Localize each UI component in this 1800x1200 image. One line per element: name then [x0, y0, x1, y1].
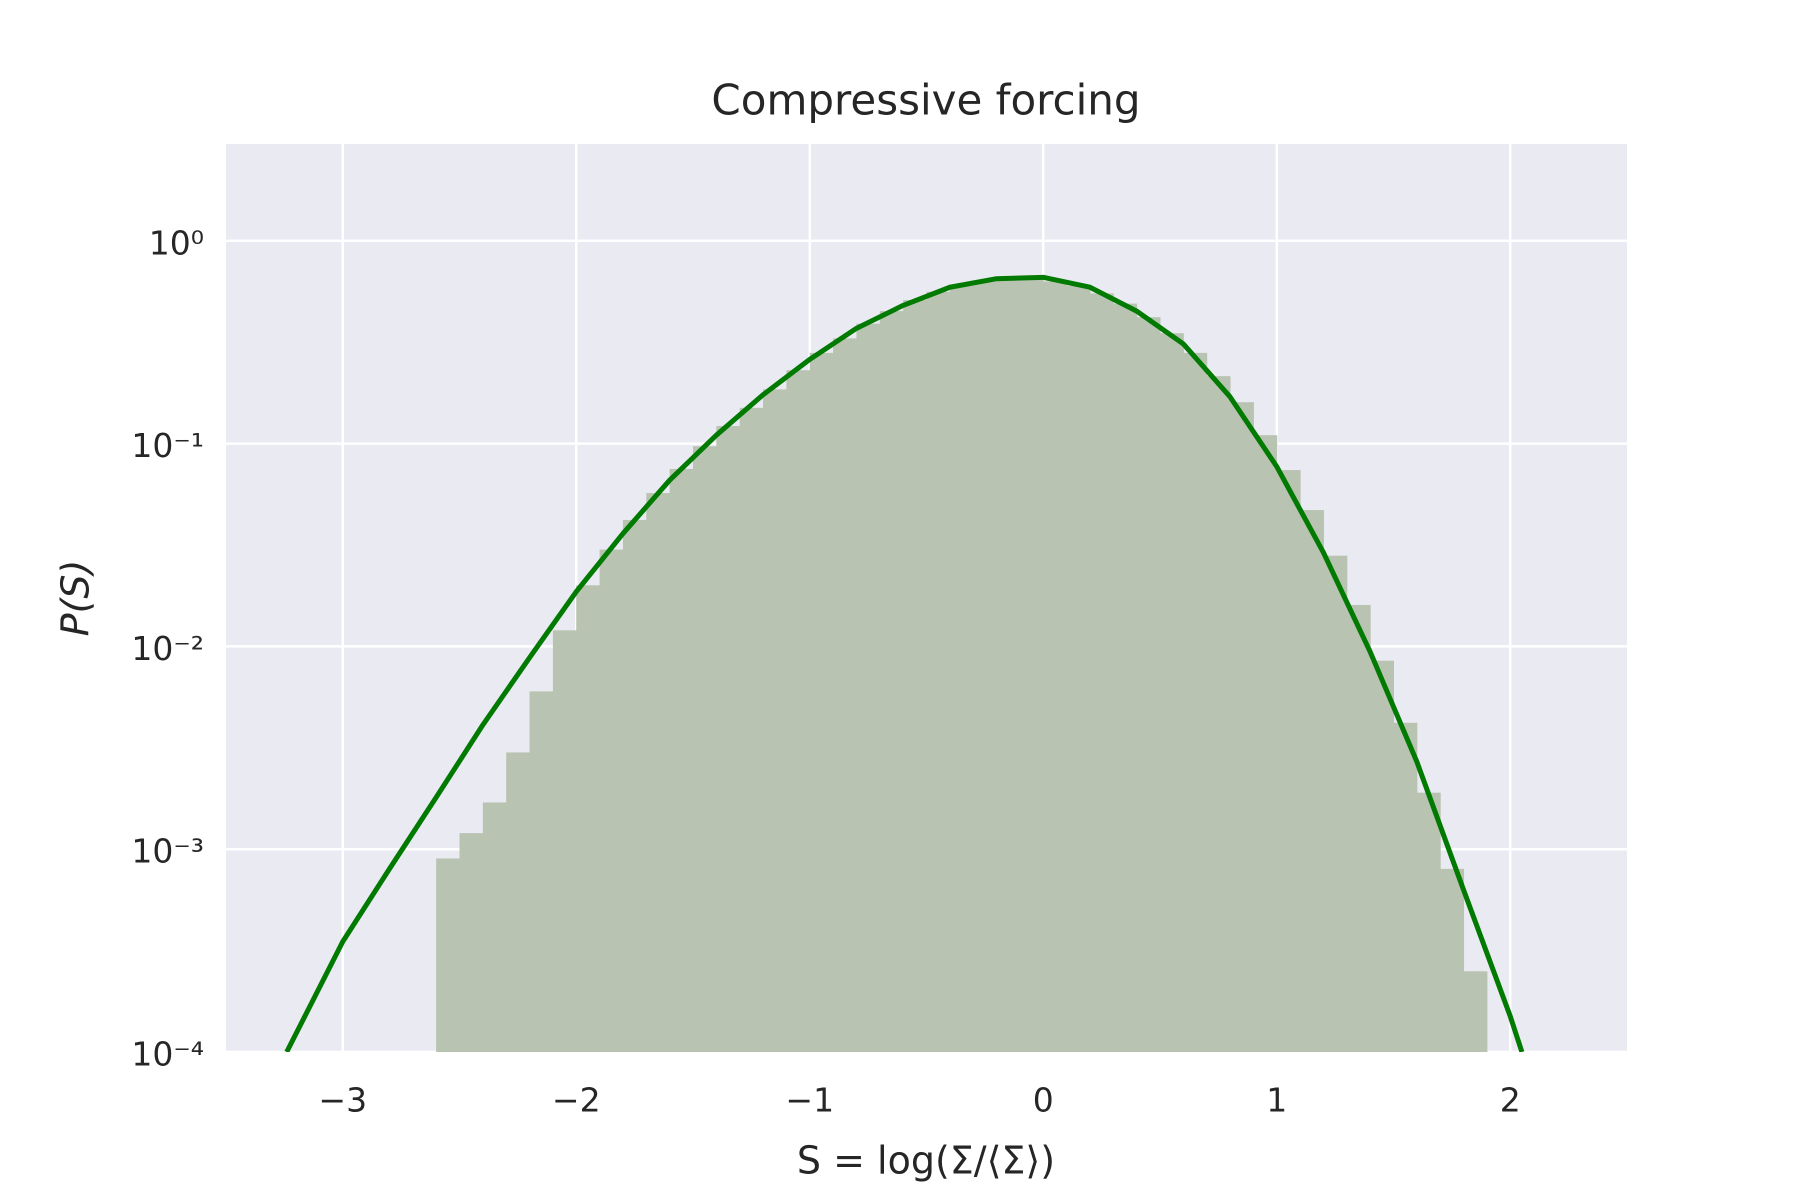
- histogram-bar: [973, 281, 998, 1052]
- histogram-bar: [903, 300, 927, 1052]
- histogram-bar: [1136, 317, 1161, 1052]
- histogram-bar: [1370, 660, 1394, 1052]
- histogram-bar: [622, 519, 647, 1052]
- histogram-bar: [716, 426, 741, 1052]
- histogram-bar: [552, 630, 577, 1052]
- histogram-bar: [856, 323, 881, 1052]
- marks: [284, 274, 1525, 1052]
- y-tick-label: 10⁻⁴: [131, 1035, 204, 1074]
- histogram-bar: [1019, 278, 1044, 1052]
- histogram-bar: [1276, 470, 1301, 1052]
- histogram-bar: [1043, 281, 1068, 1052]
- x-tick-label: 1: [1266, 1081, 1287, 1120]
- y-tick-label: 10⁻³: [131, 832, 204, 871]
- y-tick-label: 10⁻¹: [131, 426, 204, 465]
- x-tick-label: −3: [318, 1081, 367, 1120]
- y-tick-label: 10⁰: [149, 223, 204, 262]
- histogram-bar: [1206, 376, 1231, 1052]
- histogram-bar: [786, 370, 811, 1052]
- histogram-bar: [646, 493, 671, 1052]
- y-axis-label: P(S): [54, 560, 98, 637]
- histogram-bar: [809, 352, 834, 1052]
- histogram-bar: [1463, 971, 1488, 1052]
- histogram-bar: [1066, 285, 1091, 1052]
- histogram-bar: [436, 858, 460, 1052]
- histogram-bar: [1393, 722, 1418, 1052]
- histogram-bar: [1160, 333, 1184, 1052]
- histogram-bar: [693, 446, 717, 1052]
- histogram-bar: [1230, 402, 1254, 1052]
- histogram-bar: [599, 549, 624, 1052]
- histogram-bar: [529, 691, 554, 1052]
- histogram-bar: [506, 752, 531, 1052]
- histogram-bar: [1440, 868, 1465, 1052]
- histogram-bar: [669, 468, 694, 1052]
- histogram-bar: [576, 585, 601, 1052]
- histogram-bar: [1089, 293, 1114, 1052]
- histogram-bar: [1323, 555, 1348, 1052]
- histogram-bar: [1346, 604, 1371, 1052]
- histogram-bar: [926, 291, 951, 1052]
- x-tick-label: −1: [785, 1081, 834, 1120]
- histogram-bar: [459, 833, 484, 1052]
- fit-line: [284, 274, 1525, 1052]
- x-tick-label: −2: [552, 1081, 601, 1120]
- y-tick-label: 10⁻²: [131, 629, 204, 668]
- histogram-bar: [996, 278, 1021, 1052]
- histogram-bar: [739, 407, 764, 1052]
- histogram-bar: [1183, 352, 1208, 1052]
- labels: −3 −2 −1 0 1 2 10⁻⁴ 10⁻³ 10⁻² 10⁻¹ 10⁰: [131, 223, 1520, 1119]
- histogram-bar: [763, 389, 787, 1052]
- x-tick-label: 2: [1500, 1081, 1521, 1120]
- x-axis-label: S = log(Σ/⟨Σ⟩): [797, 1139, 1055, 1183]
- x-tick-label: 0: [1033, 1081, 1054, 1120]
- histogram-bar: [833, 338, 857, 1052]
- histogram-bar: [1300, 510, 1324, 1052]
- histogram-bar: [482, 802, 507, 1052]
- histogram-bar: [1416, 792, 1441, 1052]
- histogram-bar: [1253, 435, 1278, 1052]
- chart-title: Compressive forcing: [711, 76, 1140, 125]
- histogram-bar: [949, 285, 974, 1052]
- histogram-bar: [879, 311, 904, 1052]
- histogram-bar: [1113, 303, 1138, 1052]
